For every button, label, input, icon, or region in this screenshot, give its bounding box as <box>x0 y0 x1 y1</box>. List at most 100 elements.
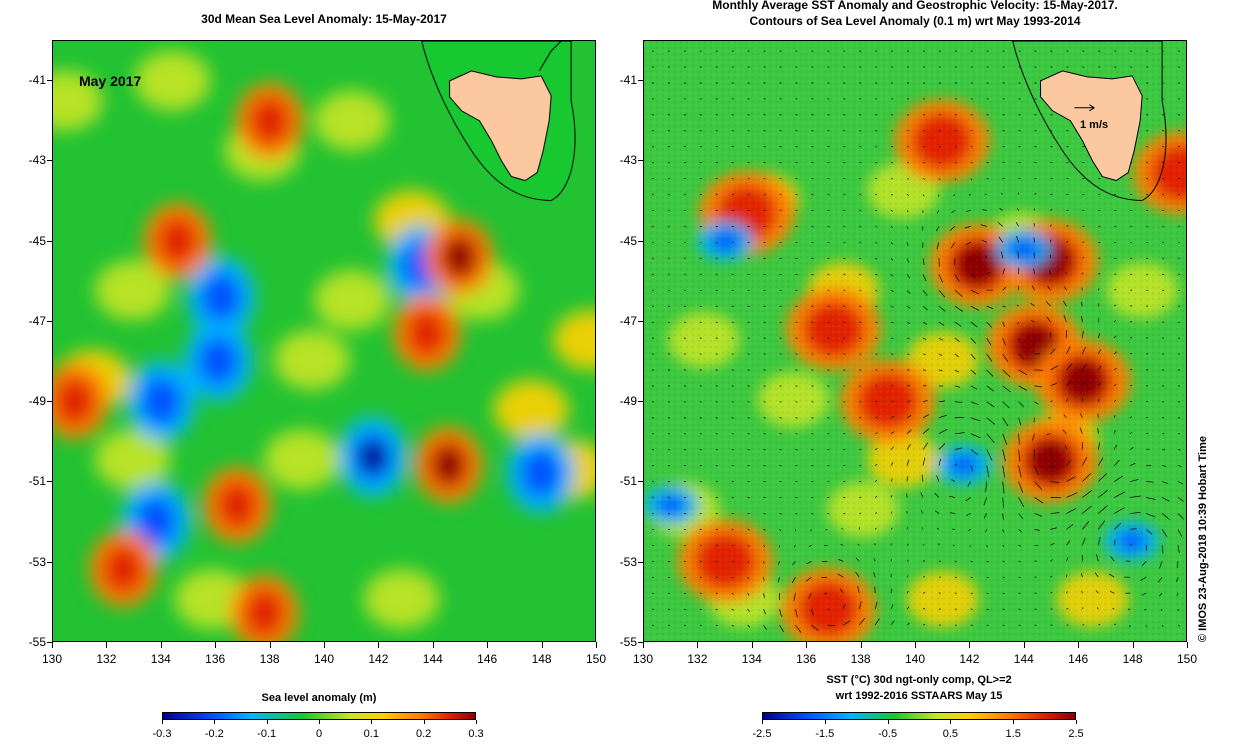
right-longitude-tick <box>1132 642 1134 648</box>
velocity-vector <box>1097 398 1100 402</box>
velocity-vector <box>1098 505 1108 514</box>
velocity-vector <box>922 592 925 594</box>
velocity-vector <box>874 257 878 260</box>
velocity-vector <box>906 178 910 180</box>
background-patch <box>314 270 390 331</box>
velocity-vector <box>1050 348 1056 355</box>
left-colorbar-tick-label: -0.1 <box>257 728 277 740</box>
velocity-vector <box>936 210 940 214</box>
velocity-vector <box>1114 623 1117 626</box>
velocity-vector <box>1140 576 1147 581</box>
velocity-vector <box>954 353 959 358</box>
velocity-vector <box>922 258 925 265</box>
velocity-vector <box>1176 561 1179 569</box>
velocity-vector <box>823 592 828 595</box>
velocity-vector <box>1130 528 1137 530</box>
velocity-vector <box>938 428 948 434</box>
velocity-vector <box>906 274 910 279</box>
velocity-vector <box>934 510 940 514</box>
right-longitude-tick <box>915 642 916 648</box>
velocity-vector <box>922 194 925 197</box>
velocity-vector <box>1081 573 1083 578</box>
velocity-vector <box>906 444 911 450</box>
left-colorbar-tick <box>371 720 373 724</box>
velocity-vector <box>906 575 909 578</box>
velocity-vector <box>986 433 995 444</box>
velocity-vector <box>1098 457 1104 466</box>
velocity-vector <box>1113 415 1116 418</box>
velocity-vector <box>1080 413 1083 418</box>
velocity-vector <box>906 606 910 610</box>
velocity-vector <box>954 447 962 450</box>
velocity-vector <box>1050 543 1055 546</box>
velocity-vector <box>1130 336 1133 339</box>
velocity-vector <box>1034 336 1036 339</box>
right-longitude-tick-label: 150 <box>1176 652 1198 666</box>
velocity-vector <box>1002 545 1005 547</box>
velocity-vector <box>1066 398 1068 402</box>
velocity-vector <box>874 463 878 466</box>
velocity-vector <box>1113 399 1116 403</box>
sea-level-anomaly-map[interactable]: May 2017 <box>52 40 596 642</box>
velocity-vector <box>875 289 878 292</box>
velocity-vector <box>922 560 925 562</box>
left-colorbar-tick <box>423 720 425 724</box>
velocity-vector <box>906 258 909 263</box>
velocity-vector <box>1050 365 1059 371</box>
velocity-vector <box>793 545 796 548</box>
velocity-vector <box>954 385 961 388</box>
velocity-vector <box>1066 607 1069 610</box>
velocity-vector <box>906 194 909 196</box>
velocity-vector <box>1034 481 1043 490</box>
left-longitude-tick-label: 130 <box>41 652 63 666</box>
sst-anomaly-velocity-map[interactable]: 1 m/s <box>643 40 1187 642</box>
velocity-vector <box>1098 623 1101 626</box>
velocity-vector <box>1081 316 1083 323</box>
velocity-vector <box>715 608 718 611</box>
velocity-vector <box>1114 523 1122 530</box>
velocity-vector <box>1002 417 1009 427</box>
velocity-vector <box>1144 608 1147 611</box>
velocity-vector <box>1018 465 1022 478</box>
velocity-vector <box>906 289 911 294</box>
velocity-vector <box>827 624 835 626</box>
velocity-vector <box>1018 449 1021 462</box>
velocity-vector <box>922 576 925 578</box>
velocity-vector <box>890 604 894 610</box>
velocity-vector <box>986 353 993 362</box>
velocity-vector <box>1098 349 1102 355</box>
right-latitude-tick-label: -55 <box>619 635 637 649</box>
velocity-vector <box>890 620 895 626</box>
velocity-vector <box>1002 353 1009 363</box>
velocity-vector <box>1002 177 1005 179</box>
velocity-vector <box>986 545 988 548</box>
velocity-vector <box>890 478 893 482</box>
velocity-vector <box>1018 529 1023 533</box>
velocity-vector <box>986 465 990 478</box>
velocity-vector <box>890 194 894 196</box>
velocity-vector <box>763 624 767 630</box>
sea-level-high-inner <box>103 545 144 593</box>
right-map-title-line2: Contours of Sea Level Anomaly (0.1 m) wr… <box>749 14 1081 28</box>
sea-level-low-inner <box>198 337 239 385</box>
velocity-vector <box>1045 301 1051 307</box>
right-longitude-tick-label: 132 <box>687 652 708 666</box>
velocity-vector <box>1018 401 1025 408</box>
velocity-vector <box>954 337 960 342</box>
velocity-vector <box>1114 475 1123 482</box>
velocity-vector <box>1018 385 1027 391</box>
background-patch <box>314 90 390 151</box>
left-colorbar-tick-label: 0.1 <box>363 728 379 740</box>
velocity-vector <box>1097 442 1100 450</box>
velocity-vector <box>1002 529 1005 533</box>
velocity-vector <box>1066 256 1068 259</box>
velocity-vector <box>1130 512 1141 514</box>
velocity-vector <box>858 617 866 626</box>
velocity-vector <box>1018 497 1024 507</box>
velocity-vector <box>1049 449 1051 452</box>
velocity-vector <box>950 242 956 249</box>
velocity-vector <box>715 624 718 626</box>
velocity-vector <box>1130 462 1136 466</box>
velocity-vector <box>890 321 894 324</box>
velocity-vector <box>747 624 751 628</box>
